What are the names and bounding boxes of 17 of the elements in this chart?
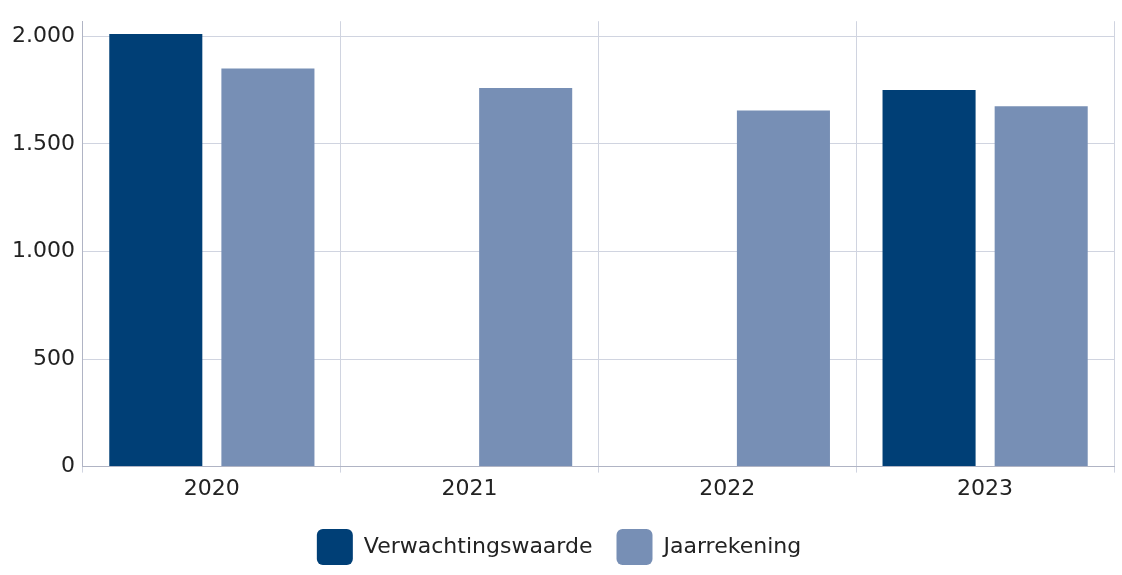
bar [882,90,976,467]
y-tick-label: 1.000 [12,237,75,263]
bar [221,68,315,467]
legend-label: Verwachtingswaarde [363,532,593,558]
bar [736,110,830,467]
y-tick-label: 1.500 [12,129,75,155]
bar [109,34,203,467]
x-tick-label: 2021 [441,474,498,500]
x-tick-label: 2022 [699,474,756,500]
y-tick-label: 2.000 [12,21,75,47]
bar [994,106,1088,467]
legend-label: Jaarrekening [661,532,802,558]
x-tick-label: 2023 [957,474,1014,500]
y-tick-label: 500 [32,344,75,370]
y-tick-label: 0 [60,452,75,478]
x-tick-label: 2020 [183,474,240,500]
bar [479,87,573,467]
